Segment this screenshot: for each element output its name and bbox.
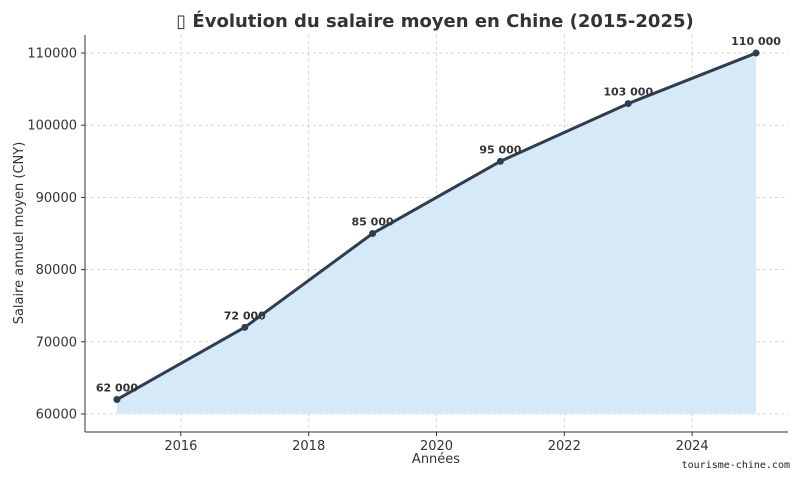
box-glyph-icon: ▯ [176,11,192,32]
y-tick-label: 70000 [36,335,77,350]
data-point [369,230,377,237]
chart-title: ▯ Évolution du salaire moyen en Chine (2… [176,10,693,32]
data-label: 95 000 [479,143,521,156]
data-point [752,49,760,57]
y-tick-label: 100000 [27,119,77,134]
data-label: 103 000 [603,86,653,99]
watermark: tourisme-chine.com [681,460,790,471]
data-label: 85 000 [352,216,394,229]
x-tick-label: 2016 [164,439,197,454]
y-tick-label: 90000 [36,191,77,206]
x-tick-label: 2022 [548,439,581,454]
data-labels: 62 000 72 000 85 000 95 000 103 000 110 000 [96,35,781,394]
x-ticks: 2016 2018 2020 2022 2024 [164,432,709,454]
area-fill [116,53,757,414]
series-line [116,51,757,401]
data-label: 110 000 [731,35,781,48]
y-tick-label: 60000 [36,407,77,422]
data-label: 62 000 [96,382,138,395]
x-tick-label: 2018 [292,439,325,454]
x-axis-label: Années [412,452,460,467]
y-tick-label: 80000 [36,263,77,278]
data-point [496,157,504,165]
data-label: 72 000 [224,309,266,322]
data-point [624,100,632,108]
chart-title-text: Évolution du salaire moyen en Chine (201… [192,10,693,32]
data-point [113,396,121,404]
y-axis-label: Salaire annuel moyen (CNY) [12,142,27,325]
y-tick-label: 110000 [27,47,77,62]
y-ticks: 60000 70000 80000 90000 100000 110000 [27,47,85,422]
data-point [241,323,249,331]
x-tick-label: 2024 [676,439,709,454]
data-points [113,49,760,404]
x-tick-label: 2020 [420,439,453,454]
